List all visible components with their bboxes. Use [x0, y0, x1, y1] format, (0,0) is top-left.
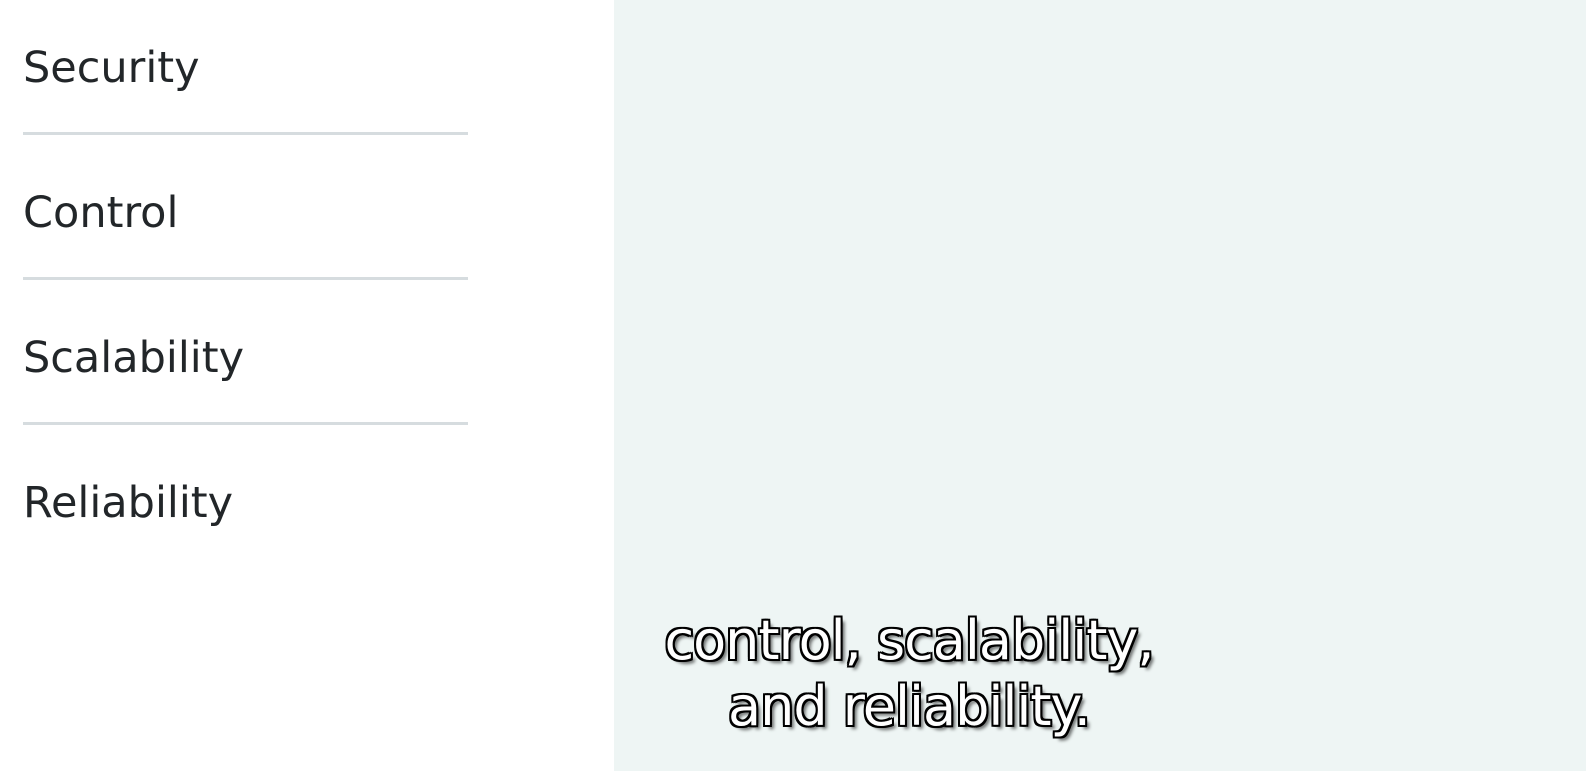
subtitle-line-2: and reliability. [728, 675, 1091, 738]
subtitle-line-1: control, scalability, [664, 609, 1154, 672]
feature-divider [23, 277, 468, 280]
feature-divider [23, 132, 468, 135]
content-panel [614, 0, 1586, 771]
feature-item-control: Control [23, 188, 179, 238]
feature-item-scalability: Scalability [23, 333, 245, 383]
feature-item-security: Security [23, 43, 200, 93]
feature-list-panel: Security Control Scalability Reliability [0, 0, 614, 771]
video-subtitle: control, scalability, and reliability. [600, 608, 1218, 740]
feature-item-reliability: Reliability [23, 478, 234, 528]
feature-divider [23, 422, 468, 425]
